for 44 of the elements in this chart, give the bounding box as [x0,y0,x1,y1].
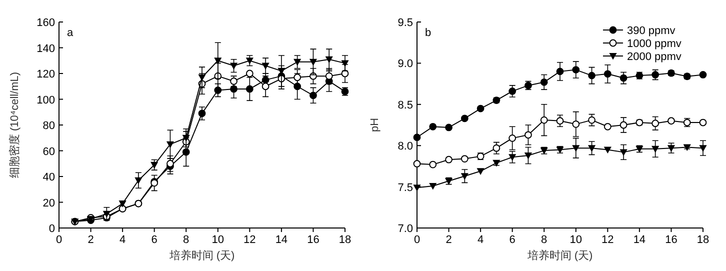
x-tick-label: 2 [446,234,452,246]
x-tick-label: 6 [509,234,516,246]
y-tick-label: 0 [48,223,55,235]
x-tick-label: 18 [696,234,710,246]
chart-title: b [425,27,432,39]
x-tick-label: 8 [183,234,190,246]
x-tick-label: 2 [88,234,94,246]
chart-title: a [67,27,74,39]
y-tick-label: 60 [42,146,55,158]
legend-label: 390 ppmv [627,25,676,37]
y-tick-label: 9.0 [398,58,413,70]
x-tick-label: 4 [119,234,126,246]
x-tick-label: 12 [602,234,614,246]
x-axis-title: 培养时间 (天) [526,249,593,262]
legend-label: 1000 ppmv [627,38,682,50]
x-tick-label: 4 [477,234,484,246]
x-axis-title: 培养时间 (天) [168,249,235,262]
y-tick-label: 80 [42,120,55,132]
y-tick-label: 8.5 [398,99,413,112]
y-tick-label: 160 [36,17,55,29]
y-tick-label: 7.5 [398,182,413,194]
x-tick-label: 6 [151,234,158,246]
y-axis-title: pH [369,118,381,132]
y-tick-label: 9.5 [398,17,413,29]
x-tick-label: 0 [414,234,420,246]
y-tick-label: 140 [36,42,55,55]
x-tick-label: 14 [633,234,646,246]
y-tick-label: 120 [36,68,55,80]
y-tick-label: 8.0 [398,140,413,153]
y-tick-label: 100 [36,94,55,106]
x-tick-label: 8 [541,234,548,246]
y-tick-label: 7.0 [398,223,413,235]
x-tick-label: 10 [570,234,582,246]
x-tick-label: 12 [244,234,256,246]
x-tick-label: 16 [665,234,678,246]
x-tick-label: 16 [307,234,320,246]
x-tick-label: 14 [275,234,288,246]
y-tick-label: 40 [42,172,55,184]
x-tick-label: 0 [56,234,62,246]
y-axis-title: 细胞密度 (10⁴cell/mL) [8,72,21,178]
x-tick-label: 10 [212,234,224,246]
legend-label: 2000 ppmv [627,51,682,63]
x-tick-label: 18 [338,234,352,246]
y-tick-label: 20 [42,197,55,210]
